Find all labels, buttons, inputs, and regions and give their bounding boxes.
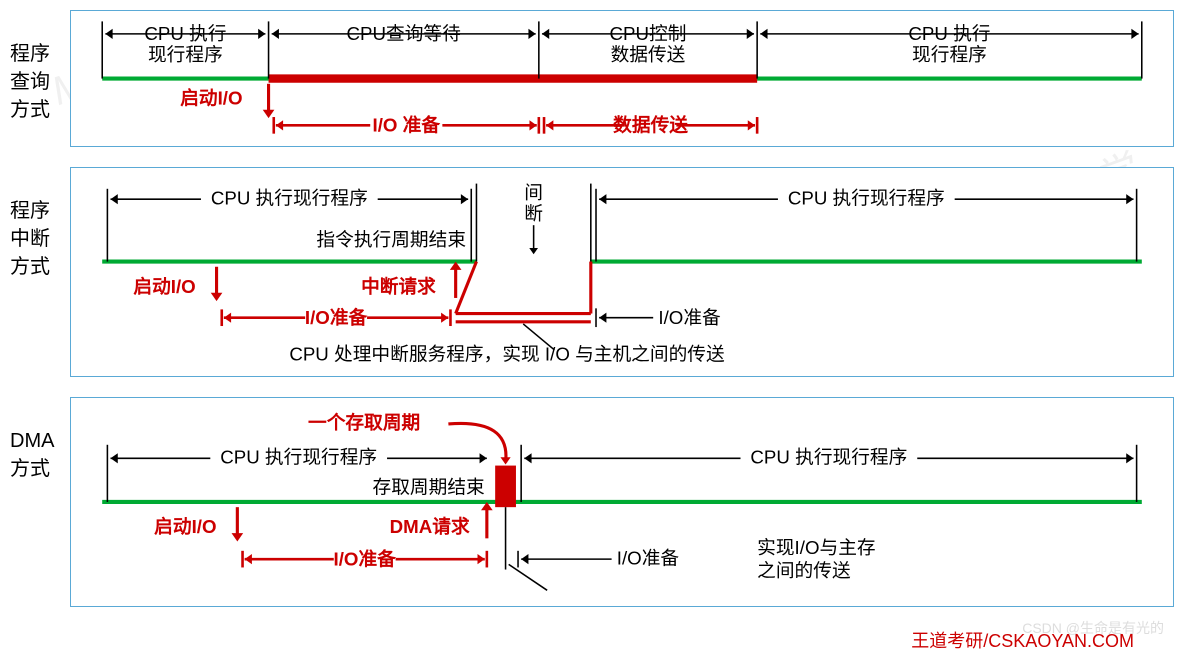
footer-credit: 王道考研/CSKAOYAN.COM xyxy=(10,627,1174,653)
svg-text:CPU 执行: CPU 执行 xyxy=(144,23,226,44)
svg-text:断: 断 xyxy=(524,203,543,224)
panel2: 间断 CPU 执行现行程序 CPU 执行现行程序指令执行周期结束启动I/O 中断请求 I… xyxy=(70,167,1174,377)
svg-text:启动I/O: 启动I/O xyxy=(154,516,216,537)
csdn-watermark: CSDN @生命是有光的 xyxy=(1022,618,1164,638)
svg-text:CPU 执行现行程序: CPU 执行现行程序 xyxy=(750,447,907,468)
svg-text:中断请求: 中断请求 xyxy=(361,276,436,297)
svg-text:CPU 处理中断服务程序，实现 I/O 与主机之间的传送: CPU 处理中断服务程序，实现 I/O 与主机之间的传送 xyxy=(289,343,725,364)
svg-text:现行程序: 现行程序 xyxy=(912,44,987,65)
svg-text:之间的传送: 之间的传送 xyxy=(757,560,851,581)
svg-text:指令执行周期结束: 指令执行周期结束 xyxy=(316,229,466,250)
svg-text:一个存取周期: 一个存取周期 xyxy=(308,412,420,433)
svg-text:DMA请求: DMA请求 xyxy=(390,516,470,537)
panel3-label: DMA 方式 xyxy=(10,397,70,483)
svg-text:CPU 执行现行程序: CPU 执行现行程序 xyxy=(788,188,945,209)
svg-text:I/O准备: I/O准备 xyxy=(305,307,368,328)
panel3: 一个存取周期 CPU 执行现行程序 CPU 执行现行程序存取周期结束启动I/O DMA… xyxy=(70,397,1174,607)
svg-text:I/O准备: I/O准备 xyxy=(334,548,397,569)
svg-text:存取周期结束: 存取周期结束 xyxy=(373,477,486,498)
svg-text:CPU查询等待: CPU查询等待 xyxy=(347,23,461,44)
svg-text:数据传送: 数据传送 xyxy=(611,44,686,65)
svg-text:启动I/O: 启动I/O xyxy=(180,88,242,109)
svg-text:启动I/O: 启动I/O xyxy=(133,276,195,297)
svg-text:现行程序: 现行程序 xyxy=(148,44,223,65)
svg-text:间: 间 xyxy=(524,182,543,203)
svg-text:CPU 执行现行程序: CPU 执行现行程序 xyxy=(220,447,377,468)
panel1: CPU 执行现行程序CPU查询等待CPU控制数据传送CPU 执行现行程序启动I/… xyxy=(70,10,1174,147)
panel1-label: 程序 查询 方式 xyxy=(10,10,70,124)
panel2-label: 程序 中断 方式 xyxy=(10,167,70,281)
svg-text:I/O准备: I/O准备 xyxy=(658,307,721,328)
svg-text:CPU控制: CPU控制 xyxy=(610,23,687,44)
svg-text:CPU 执行: CPU 执行 xyxy=(908,23,990,44)
svg-text:实现I/O与主存: 实现I/O与主存 xyxy=(757,537,875,558)
svg-text:I/O准备: I/O准备 xyxy=(617,547,680,568)
svg-text:CPU 执行现行程序: CPU 执行现行程序 xyxy=(211,188,368,209)
svg-text:I/O 准备: I/O 准备 xyxy=(373,115,441,136)
